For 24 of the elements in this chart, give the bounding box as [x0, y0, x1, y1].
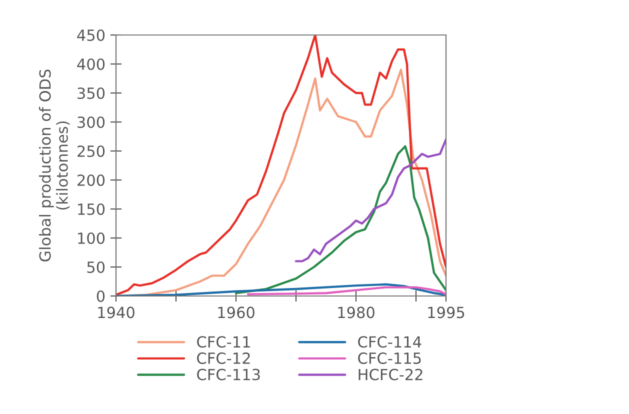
y-tick-label: 50 — [87, 261, 105, 274]
line-series — [294, 138, 446, 262]
legend-label: CFC-12 — [197, 352, 250, 364]
y-tick-label: 150 — [78, 203, 105, 216]
y-tick-label: 0 — [96, 290, 105, 302]
line-series — [234, 145, 446, 294]
y-tick-label: 350 — [78, 87, 105, 100]
y-tick-label: 450 — [77, 29, 105, 42]
legend-label: CFC-113 — [197, 368, 260, 380]
y-tick-label: 200 — [78, 174, 105, 186]
x-tick-label: 1995 — [428, 306, 464, 318]
y-tick-label: 250 — [78, 145, 105, 158]
x-tick-label: 1980 — [338, 306, 374, 318]
y-tick-label: 100 — [78, 232, 105, 244]
line-series — [246, 286, 446, 296]
y-tick-label: 400 — [77, 58, 105, 70]
y-tick-label: 300 — [78, 116, 105, 128]
legend-label: CFC-115 — [358, 352, 421, 364]
legend-label: CFC-11 — [197, 336, 250, 348]
x-tick-label: 1940 — [98, 306, 134, 318]
y-axis-title: Global production of ODS (kilotonnes) — [38, 70, 70, 262]
x-tick-label: 1960 — [218, 306, 254, 318]
legend-label: CFC-114 — [358, 336, 422, 348]
legend-label: HCFC-22 — [358, 368, 422, 380]
